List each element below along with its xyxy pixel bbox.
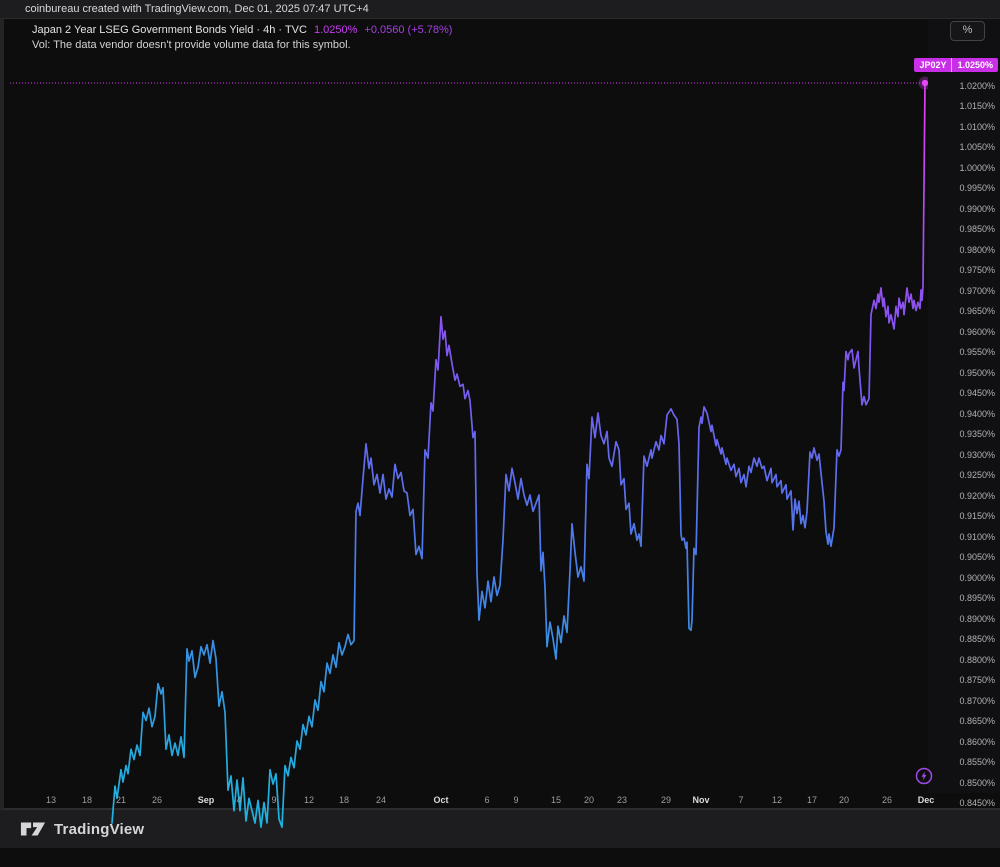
price-scale-tick: 0.9600%: [959, 326, 995, 337]
price-scale-tick: 0.8500%: [959, 777, 995, 788]
time-scale-tick: Dec: [917, 795, 935, 805]
yield-line-series: [111, 82, 926, 828]
attribution-bar: coinbureau created with TradingView.com,…: [0, 0, 1000, 18]
price-scale-tick: 0.9750%: [959, 265, 995, 275]
time-scale-tick: 13: [45, 795, 56, 805]
time-scale-tick: 20: [838, 795, 849, 805]
price-scale[interactable]: JP02Y 1.0250% 1.0200% 1.0150% 1.0100% 1.0050…: [914, 19, 1000, 808]
time-scale-tick: Oct: [433, 795, 449, 805]
price-scale-tick: 0.9150%: [959, 511, 995, 521]
price-scale-tick: 0.9500%: [959, 367, 995, 378]
price-scale-tick: 0.8750%: [959, 675, 995, 685]
price-scale-tick: 0.9700%: [959, 285, 995, 296]
footer-bar: TradingView: [0, 810, 1000, 848]
legend-change: +0.0560 (+5.78%): [364, 24, 453, 36]
price-scale-tick: 0.9250%: [959, 470, 995, 480]
time-scale-tick: 24: [375, 795, 386, 805]
price-scale-tick: 0.9300%: [959, 449, 995, 460]
time-scale-tick: 9: [513, 795, 519, 805]
price-scale-tick: 0.8700%: [959, 695, 995, 706]
price-scale-tick: 0.9400%: [959, 408, 995, 419]
price-scale-tick: 0.8900%: [959, 613, 995, 624]
tradingview-brand-text: TradingView: [54, 820, 145, 838]
price-scale-tick: 0.9000%: [959, 572, 995, 583]
price-scale-tick: 0.9550%: [959, 347, 995, 357]
price-scale-tick: 1.0100%: [959, 121, 995, 132]
price-scale-tick: 1.0200%: [959, 80, 995, 91]
price-label-value: 1.0250%: [952, 58, 998, 72]
time-scale-tick: 26: [881, 795, 892, 805]
price-scale-tick: 1.0150%: [959, 101, 995, 111]
chart-panel[interactable]: Japan 2 Year LSEG Government Bonds Yield…: [0, 18, 1000, 828]
time-axis[interactable]: 13 18 21 26 Sep 4 9 12 18 24 Oct 6 9 15 20 23 29 Nov 7 12 17…: [4, 791, 934, 811]
price-scale-tick: 0.9350%: [959, 429, 995, 439]
price-scale-tick: 0.9100%: [959, 531, 995, 542]
price-scale-tick: 0.9450%: [959, 388, 995, 398]
attribution-text: coinbureau created with TradingView.com,…: [25, 3, 369, 15]
price-scale-tick: 0.8850%: [959, 634, 995, 644]
price-scale-tick: 0.9050%: [959, 552, 995, 562]
last-price-label: JP02Y 1.0250%: [914, 58, 998, 72]
price-scale-tick: 0.9950%: [959, 183, 995, 193]
price-scale-tick: 0.9200%: [959, 490, 995, 501]
tradingview-logo[interactable]: TradingView: [20, 817, 144, 841]
price-scale-tick: 0.8650%: [959, 716, 995, 726]
price-scale-tick: 0.9850%: [959, 224, 995, 234]
price-scale-tick: 0.8550%: [959, 757, 995, 767]
price-scale-tick: 0.9900%: [959, 203, 995, 214]
price-scale-tick: 0.8450%: [959, 798, 995, 808]
percent-scale-button[interactable]: %: [950, 21, 985, 41]
time-scale-tick: Nov: [692, 795, 710, 805]
lightning-icon[interactable]: [915, 767, 933, 785]
price-scale-tick: 0.8800%: [959, 654, 995, 665]
time-scale-tick: 26: [151, 795, 162, 805]
volume-note: Vol: The data vendor doesn't provide vol…: [32, 39, 351, 51]
price-chart: [10, 76, 932, 828]
symbol-title[interactable]: Japan 2 Year LSEG Government Bonds Yield…: [32, 24, 307, 36]
tradingview-mark-icon: [20, 822, 46, 836]
chart-legend[interactable]: Japan 2 Year LSEG Government Bonds Yield…: [32, 23, 452, 53]
price-scale-tick: 1.0000%: [959, 162, 995, 173]
time-scale-tick: 18: [81, 795, 92, 805]
price-scale-tick: 0.8600%: [959, 736, 995, 747]
price-scale-tick: 0.9650%: [959, 306, 995, 316]
price-label-symbol: JP02Y: [914, 58, 953, 72]
price-scale-tick: 1.0050%: [959, 142, 995, 152]
price-scale-tick: 0.9800%: [959, 244, 995, 255]
legend-last-price: 1.0250%: [313, 24, 358, 36]
time-scale-tick: 23: [616, 795, 627, 805]
price-scale-tick: 0.8950%: [959, 593, 995, 603]
